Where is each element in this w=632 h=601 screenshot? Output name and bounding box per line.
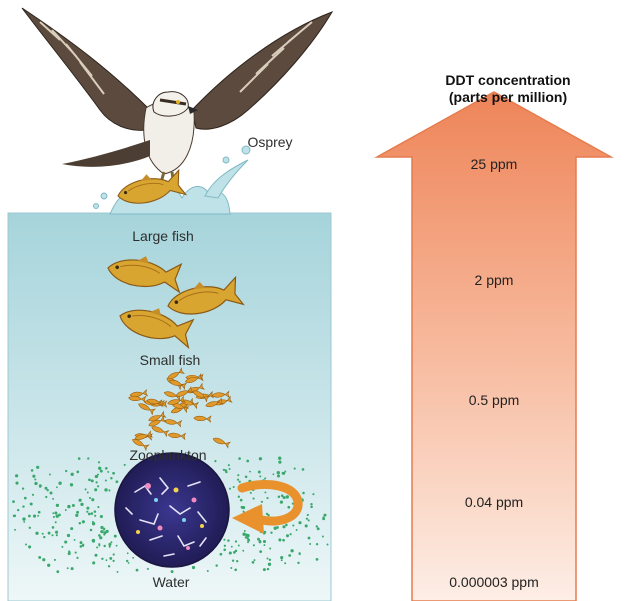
scale-title-line1: DDT concentration — [445, 72, 571, 88]
curved-arrow-icon — [232, 480, 303, 534]
plankton-dots — [12, 456, 329, 574]
label-osprey: Osprey — [247, 134, 293, 150]
scale-title: DDT concentration (parts per million) — [408, 72, 608, 106]
scale-title-line2: (parts per million) — [448, 89, 568, 105]
level-0-5-ppm: 0.5 ppm — [468, 392, 520, 408]
level-2-ppm: 2 ppm — [474, 272, 514, 288]
zooplankton-circle-icon — [114, 452, 230, 568]
level-0-04-ppm: 0.04 ppm — [464, 494, 524, 510]
osprey-icon — [21, 7, 334, 187]
label-water: Water — [152, 574, 190, 590]
label-small-fish: Small fish — [139, 352, 201, 368]
level-0-000003-ppm: 0.000003 ppm — [449, 574, 539, 590]
label-zooplankton: Zooplankton — [129, 447, 207, 463]
level-25-ppm: 25 ppm — [470, 156, 518, 172]
up-arrow-icon — [374, 91, 614, 601]
label-large-fish: Large fish — [132, 228, 194, 244]
